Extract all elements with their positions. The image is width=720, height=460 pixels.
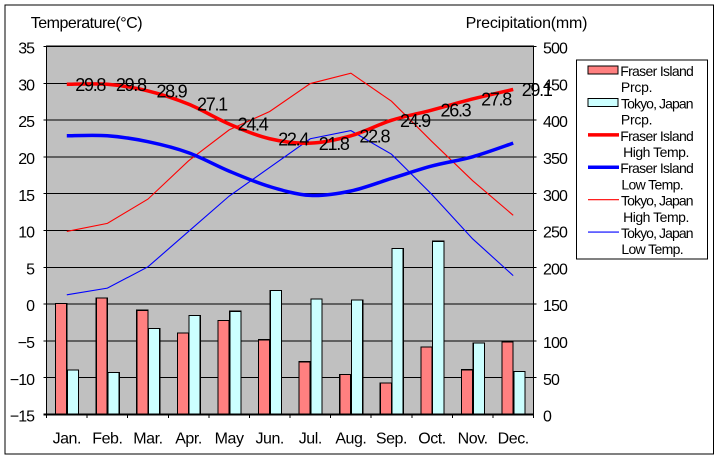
- svg-text:Prcp.: Prcp.: [621, 79, 652, 95]
- svg-text:200: 200: [543, 261, 568, 278]
- svg-text:Jun.: Jun.: [255, 431, 283, 448]
- svg-text:Nov.: Nov.: [458, 431, 488, 448]
- svg-text:Jul.: Jul.: [299, 431, 322, 448]
- svg-text:High Temp.: High Temp.: [623, 144, 689, 160]
- svg-text:10: 10: [18, 225, 35, 242]
- svg-text:21.8: 21.8: [319, 134, 350, 154]
- svg-text:Fraser Island: Fraser Island: [620, 160, 693, 176]
- svg-text:Temperature(°C): Temperature(°C): [31, 15, 143, 32]
- svg-text:May: May: [215, 431, 244, 448]
- svg-text:Dec.: Dec.: [498, 431, 529, 448]
- svg-text:Prcp.: Prcp.: [621, 112, 652, 128]
- svg-text:500: 500: [543, 41, 568, 58]
- svg-text:35: 35: [18, 41, 35, 58]
- svg-text:0: 0: [543, 409, 552, 426]
- svg-text:27.8: 27.8: [481, 90, 512, 110]
- svg-text:24.4: 24.4: [238, 115, 269, 135]
- svg-text:29.8: 29.8: [116, 75, 147, 95]
- svg-text:Mar.: Mar.: [133, 431, 162, 448]
- svg-text:Fraser Island: Fraser Island: [620, 128, 693, 144]
- svg-text:50: 50: [543, 372, 560, 389]
- svg-text:20: 20: [18, 151, 35, 168]
- svg-text:350: 350: [543, 151, 568, 168]
- svg-text:100: 100: [543, 335, 568, 352]
- svg-text:−15: −15: [10, 409, 35, 426]
- svg-text:Feb.: Feb.: [92, 431, 122, 448]
- svg-text:Oct.: Oct.: [418, 431, 446, 448]
- svg-text:150: 150: [543, 298, 568, 315]
- svg-text:400: 400: [543, 114, 568, 131]
- svg-text:Low Temp.: Low Temp.: [621, 241, 683, 257]
- svg-text:Precipitation(mm): Precipitation(mm): [466, 15, 588, 32]
- svg-text:Jan.: Jan.: [53, 431, 81, 448]
- svg-text:Aug.: Aug.: [335, 431, 366, 448]
- svg-text:Apr.: Apr.: [175, 431, 202, 448]
- svg-text:25: 25: [18, 114, 35, 131]
- svg-text:−5: −5: [18, 335, 35, 352]
- svg-text:15: 15: [18, 188, 35, 205]
- svg-text:5: 5: [26, 261, 35, 278]
- svg-text:27.1: 27.1: [197, 95, 228, 115]
- svg-text:Tokyo, Japan: Tokyo, Japan: [621, 95, 693, 111]
- svg-text:Low Temp.: Low Temp.: [621, 176, 683, 192]
- svg-text:Sep.: Sep.: [376, 431, 407, 448]
- svg-text:−10: −10: [10, 372, 35, 389]
- svg-text:30: 30: [18, 77, 35, 94]
- svg-text:450: 450: [543, 77, 568, 94]
- svg-text:250: 250: [543, 225, 568, 242]
- svg-text:Fraser Island: Fraser Island: [620, 63, 693, 79]
- svg-text:0: 0: [26, 298, 35, 315]
- svg-text:Tokyo, Japan: Tokyo, Japan: [621, 193, 693, 209]
- svg-text:300: 300: [543, 188, 568, 205]
- svg-text:Tokyo, Japan: Tokyo, Japan: [621, 225, 693, 241]
- svg-text:High Temp.: High Temp.: [623, 209, 689, 225]
- svg-text:26.3: 26.3: [441, 101, 472, 121]
- svg-text:24.9: 24.9: [400, 111, 431, 131]
- svg-text:29.1: 29.1: [522, 80, 553, 100]
- svg-text:22.4: 22.4: [278, 129, 309, 149]
- svg-text:29.8: 29.8: [75, 75, 106, 95]
- svg-text:28.9: 28.9: [156, 82, 187, 102]
- svg-text:22.8: 22.8: [359, 126, 390, 146]
